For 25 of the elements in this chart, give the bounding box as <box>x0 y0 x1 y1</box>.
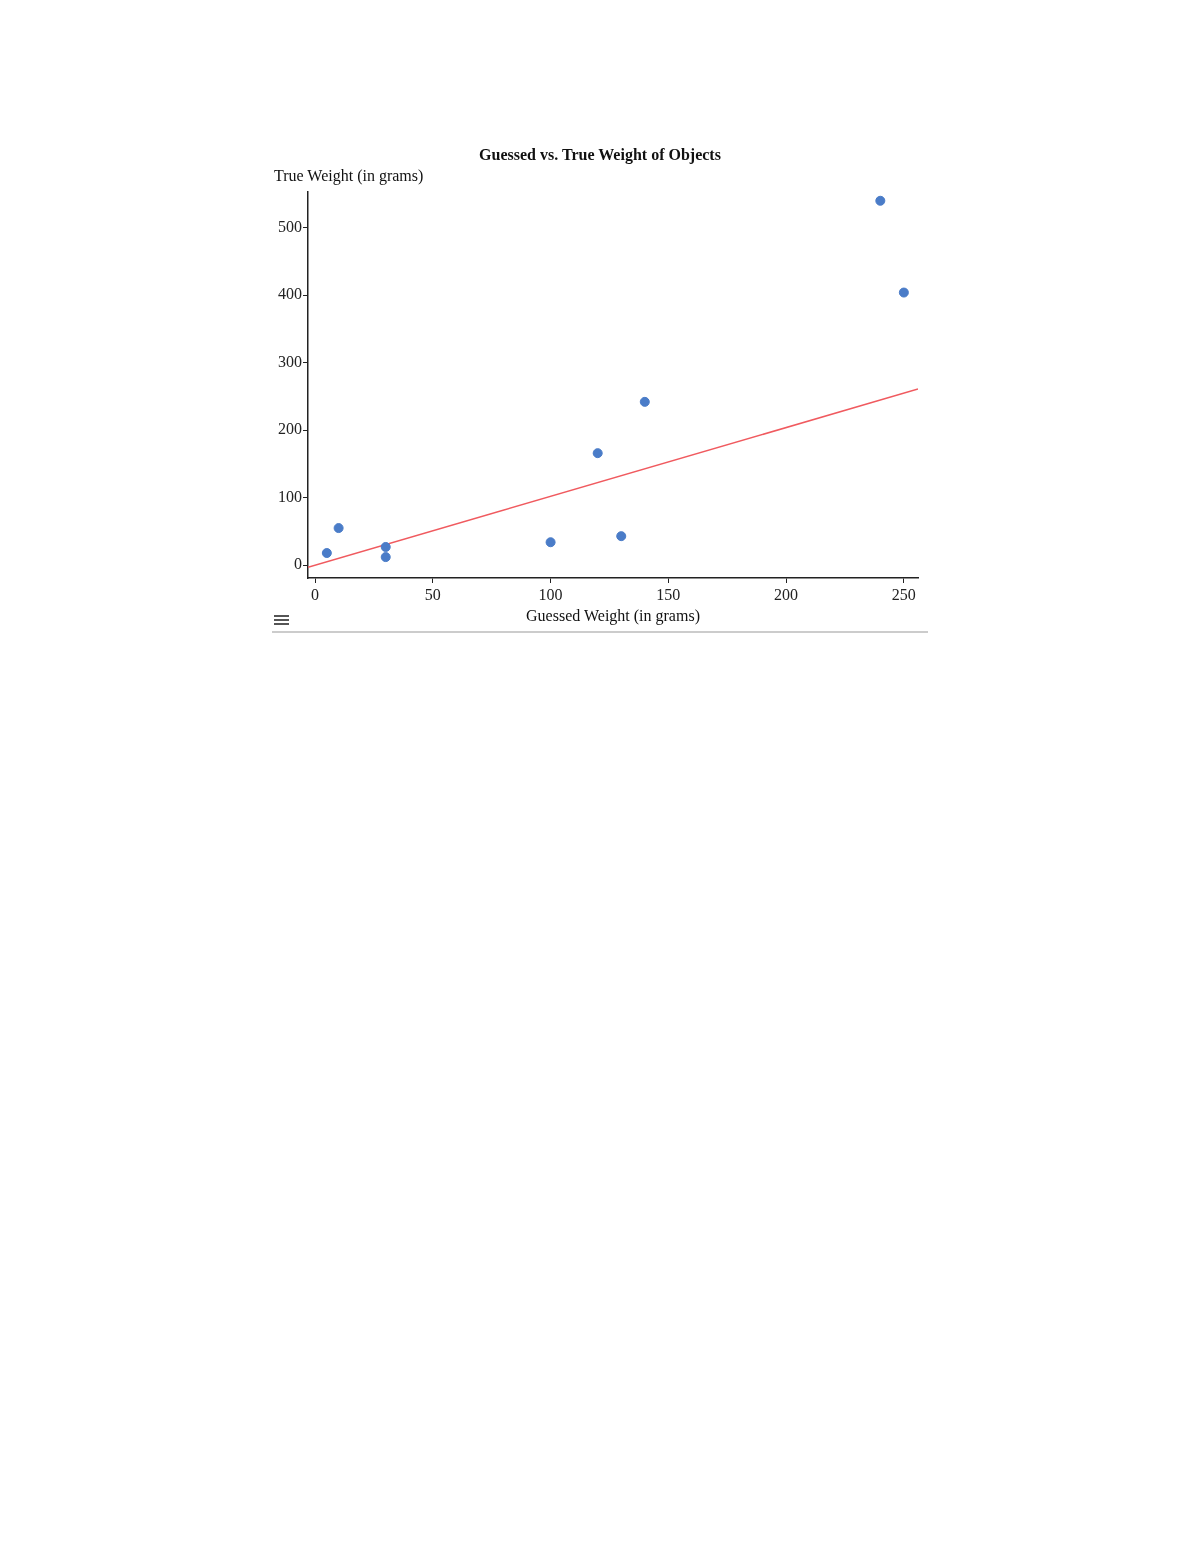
point <box>333 523 344 534</box>
x-axis-title: Guessed Weight (in grams) <box>526 606 700 625</box>
chart-title: Guessed vs. True Weight of Objects <box>479 146 721 165</box>
y-tick-label: 500 <box>278 217 302 235</box>
y-tick-label: 0 <box>294 555 302 573</box>
x-tick-label: 100 <box>538 585 563 603</box>
point <box>380 541 391 552</box>
point <box>616 531 627 542</box>
x-tick-label: 0 <box>311 585 320 603</box>
point <box>898 287 909 298</box>
y-axis-title: True Weight (in grams) <box>274 167 424 186</box>
point <box>380 552 391 563</box>
y-tick-label: 200 <box>278 420 302 438</box>
point <box>639 396 650 407</box>
y-tick-label: 400 <box>278 285 302 303</box>
y-tick-label: 100 <box>278 487 302 505</box>
point <box>592 448 603 459</box>
y-tick-label: 300 <box>278 352 302 370</box>
x-tick-label: 200 <box>774 585 799 603</box>
point <box>545 537 556 548</box>
point <box>321 548 332 559</box>
point <box>875 195 886 206</box>
x-tick-label: 250 <box>891 585 916 603</box>
x-tick-label: 150 <box>656 585 681 603</box>
x-tick-label: 50 <box>424 585 441 603</box>
